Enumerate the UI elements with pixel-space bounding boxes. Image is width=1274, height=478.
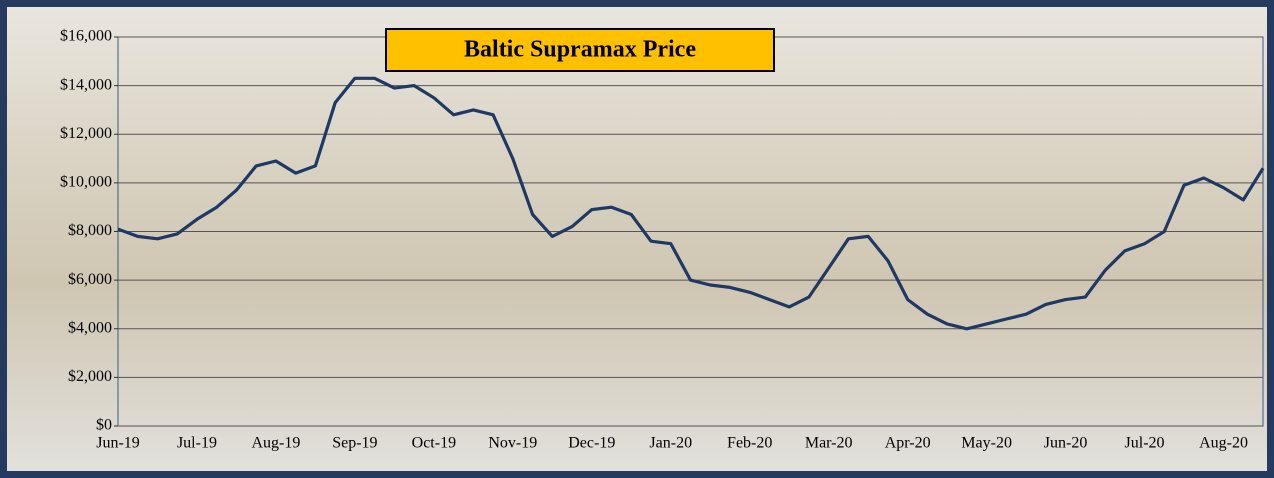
x-tick-label: Jul-20 xyxy=(1125,435,1165,452)
x-tick-label: Nov-19 xyxy=(488,435,537,452)
y-tick-label: $4,000 xyxy=(68,319,112,336)
x-tick-label: Jun-20 xyxy=(1044,435,1088,452)
x-tick-label: Aug-19 xyxy=(251,435,300,452)
chart-title: Baltic Supramax Price xyxy=(464,37,696,63)
x-tick-label: Apr-20 xyxy=(885,435,931,452)
x-tick-label: Mar-20 xyxy=(805,435,853,452)
x-tick-label: Sep-19 xyxy=(332,435,377,452)
x-tick-label: Aug-20 xyxy=(1199,435,1248,452)
y-tick-label: $8,000 xyxy=(68,222,112,239)
y-tick-label: $0 xyxy=(96,417,112,434)
x-tick-label: Jan-20 xyxy=(649,435,692,452)
title-box xyxy=(385,28,775,72)
y-tick-label: $16,000 xyxy=(60,28,112,45)
price-line xyxy=(117,76,1265,331)
x-tick-label: Jul-19 xyxy=(177,435,217,452)
x-tick-label: Dec-19 xyxy=(568,435,615,452)
y-tick-label: $10,000 xyxy=(60,174,112,191)
x-tick-label: Oct-19 xyxy=(412,435,456,452)
x-tick-label: Jun-19 xyxy=(96,435,140,452)
y-tick-label: $14,000 xyxy=(60,76,112,93)
x-tick-label: May-20 xyxy=(961,435,1012,452)
x-tick-label: Feb-20 xyxy=(727,435,772,452)
y-tick-label: $2,000 xyxy=(68,368,112,385)
y-tick-label: $12,000 xyxy=(60,125,112,142)
y-tick-label: $6,000 xyxy=(68,271,112,288)
